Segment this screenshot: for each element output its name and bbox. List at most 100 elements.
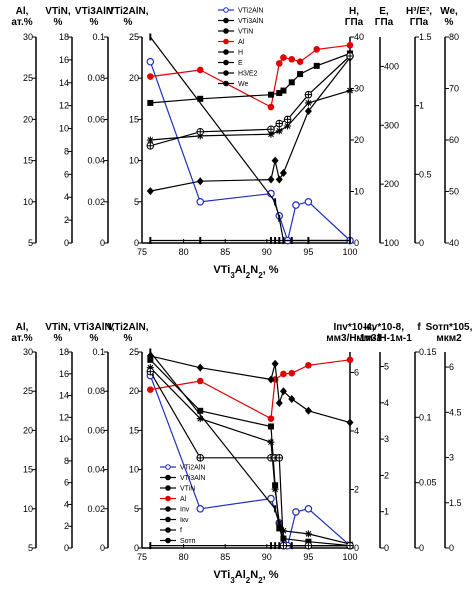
y-tick-label-f: 0.05 bbox=[419, 478, 437, 488]
x-axis-title-part: 3 bbox=[230, 576, 235, 585]
y-tick-label-main: 0 bbox=[134, 238, 139, 248]
y-tick-label-al: 25 bbox=[23, 386, 33, 396]
y-tick-label-vtin: 4 bbox=[64, 192, 69, 202]
point-marker bbox=[275, 175, 283, 184]
y-axis-title-f: f bbox=[417, 322, 421, 333]
point-marker bbox=[284, 122, 292, 130]
point-marker bbox=[271, 156, 279, 165]
point-marker bbox=[349, 237, 351, 245]
y-axis-title-al: Al, bbox=[16, 6, 29, 17]
y-tick-label-we: 50 bbox=[449, 187, 459, 197]
y-tick-label-vtin: 0 bbox=[64, 543, 69, 553]
y-tick-label-al: 20 bbox=[23, 114, 33, 124]
point-marker bbox=[267, 375, 275, 384]
point-marker bbox=[196, 454, 205, 462]
y-axis-title-al: ат.% bbox=[11, 17, 32, 28]
y-tick-label-vtin: 18 bbox=[59, 347, 69, 357]
x-axis-title-part: 2 bbox=[258, 576, 263, 585]
legend-label-VTi3AlN: VTi3AlN bbox=[238, 18, 263, 25]
legend-label-H: H bbox=[238, 50, 243, 57]
x-tick-label: 95 bbox=[303, 552, 313, 562]
y-tick-label-ip: 6 bbox=[354, 367, 359, 377]
y-tick-label-sotp: 3 bbox=[449, 453, 454, 463]
point-marker bbox=[280, 87, 287, 94]
legend-label-VTi3AlN: VTi3AlN bbox=[180, 475, 205, 482]
y-tick-label-h: 10 bbox=[354, 187, 364, 197]
x-axis-title-part: , % bbox=[263, 264, 279, 276]
y-axis-title-ik: Iкv*10-8, bbox=[364, 322, 404, 333]
point-marker bbox=[149, 542, 152, 550]
legend-label-VTi2AlN: VTi2AlN bbox=[238, 8, 263, 15]
point-marker bbox=[304, 198, 313, 206]
point-marker bbox=[276, 525, 283, 532]
point-marker bbox=[147, 386, 154, 393]
y-tick-label-sotp: 4.5 bbox=[449, 407, 462, 417]
point-marker bbox=[275, 398, 283, 407]
x-tick-label: 85 bbox=[220, 247, 230, 257]
point-marker bbox=[313, 46, 321, 53]
x-axis-title-part: VTi bbox=[213, 569, 230, 581]
y-tick-label-h3e2: 1 bbox=[419, 101, 424, 111]
y-tick-label-e: 200 bbox=[384, 179, 399, 189]
point-marker bbox=[278, 542, 281, 550]
point-marker bbox=[149, 33, 152, 41]
y-tick-label-vtin: 2 bbox=[64, 521, 69, 531]
y-tick-label-vti3: 0.02 bbox=[87, 197, 105, 207]
x-tick-label: 90 bbox=[262, 247, 272, 257]
point-marker bbox=[267, 494, 275, 503]
y-tick-label-h3e2: 0.5 bbox=[419, 169, 432, 179]
point-marker bbox=[196, 132, 204, 140]
x-tick-label: 80 bbox=[179, 552, 189, 562]
x-tick-label: 75 bbox=[137, 552, 147, 562]
y-tick-label-al: 15 bbox=[23, 156, 33, 166]
series-line-Iкv bbox=[149, 367, 351, 545]
y-tick-label-e: 100 bbox=[384, 238, 399, 248]
y-axis-title-e: ГПа bbox=[375, 17, 394, 28]
legend-marker-f bbox=[165, 527, 171, 533]
point-marker bbox=[313, 62, 320, 69]
x-axis-title-part: Al bbox=[235, 264, 246, 276]
point-marker bbox=[146, 187, 154, 196]
point-marker bbox=[292, 201, 300, 209]
point-marker bbox=[267, 415, 275, 422]
y-tick-label-main: 10 bbox=[129, 465, 139, 475]
y-tick-label-sotp: 1.5 bbox=[449, 498, 462, 508]
y-tick-label-vtin: 12 bbox=[59, 412, 69, 422]
x-tick-label: 100 bbox=[342, 247, 357, 257]
series-line-H3/E2 bbox=[150, 57, 351, 192]
y-tick-label-al: 10 bbox=[23, 197, 33, 207]
point-marker bbox=[307, 237, 310, 245]
legend-marker-H3/E2 bbox=[223, 70, 229, 76]
point-marker bbox=[304, 541, 313, 550]
y-tick-label-e: 300 bbox=[384, 120, 399, 130]
y-axis-title-vtin: VTiN, bbox=[45, 6, 71, 17]
y-axis-title-ik: мм3/Н-1м-1 bbox=[356, 333, 412, 344]
x-axis-title: VTi3Al2N2, % bbox=[213, 569, 278, 585]
y-tick-label-ik: 4 bbox=[384, 398, 389, 408]
y-tick-label-ip: 0 bbox=[354, 543, 359, 553]
y-tick-label-vtin: 6 bbox=[64, 478, 69, 488]
y-tick-label-we: 80 bbox=[449, 32, 459, 42]
point-marker bbox=[267, 175, 275, 184]
y-tick-label-main: 10 bbox=[129, 156, 139, 166]
point-marker bbox=[279, 541, 288, 550]
y-tick-label-vtin: 16 bbox=[59, 55, 69, 65]
y-tick-label-f: 0.1 bbox=[419, 412, 432, 422]
series-line-VTi2AlN bbox=[149, 61, 351, 243]
y-axis-title-we: We, bbox=[440, 6, 458, 17]
legend-label-VTi2AlN: VTi2AlN bbox=[180, 465, 205, 472]
y-tick-label-vtin: 6 bbox=[64, 169, 69, 179]
y-tick-label-vti3: 0.06 bbox=[87, 114, 105, 124]
y-tick-label-ik: 3 bbox=[384, 434, 389, 444]
y-axis-title-ip: мм3/Н-1м-1 bbox=[326, 333, 382, 344]
point-marker bbox=[196, 377, 204, 385]
x-axis-title-part: N bbox=[250, 264, 258, 276]
x-tick-label: 90 bbox=[262, 552, 272, 562]
y-tick-label-f: 0.15 bbox=[419, 347, 437, 357]
point-marker bbox=[304, 107, 312, 116]
point-marker bbox=[146, 364, 154, 372]
legend-marker-VTi2AlN bbox=[223, 7, 229, 13]
point-marker bbox=[267, 423, 274, 430]
y-tick-label-vti3: 0.02 bbox=[87, 504, 105, 514]
y-tick-label-al: 30 bbox=[23, 347, 33, 357]
